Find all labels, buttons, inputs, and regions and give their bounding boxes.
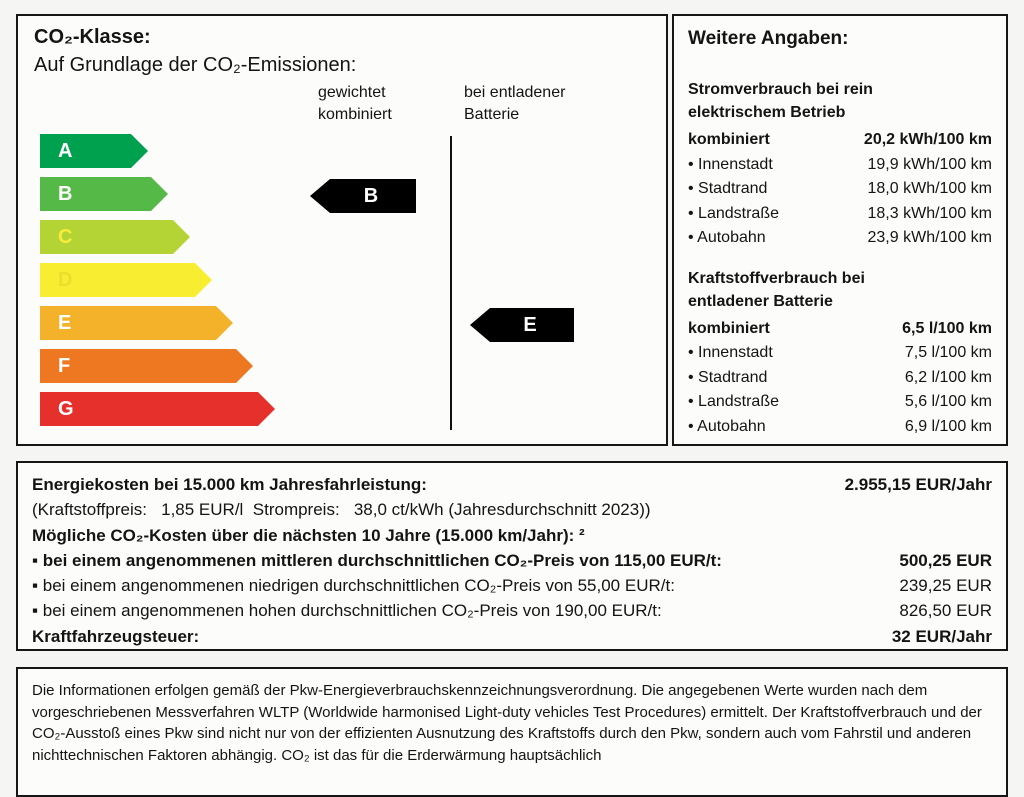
- row-value: 18,3 kWh/100 km: [867, 204, 993, 222]
- electric-row-rural: • Landstraße 18,3 kWh/100 km: [688, 202, 992, 227]
- row-value: 19,9 kWh/100 km: [867, 155, 993, 173]
- class-letter-g: G: [58, 397, 74, 420]
- fuel-consumption-heading: Kraftstoffverbrauch bei entladener Batte…: [688, 269, 865, 310]
- panel-title: CO₂-Klasse:: [34, 26, 151, 48]
- class-bar-a: A: [40, 134, 148, 168]
- row-value: 20,2 kWh/100 km: [863, 131, 992, 148]
- further-details-panel: Weitere Angaben: Stromverbrauch bei rein…: [672, 14, 1008, 446]
- energy-cost-label: Energiekosten bei 15.000 km Jahresfahrle…: [32, 475, 427, 494]
- class-bar-f: F: [40, 349, 253, 383]
- co2-cost-value: 826,50 EUR: [899, 601, 992, 621]
- class-bar-c: C: [40, 220, 190, 254]
- fuel-row-city: • Innenstadt 7,5 l/100 km: [688, 341, 992, 366]
- row-label: kombiniert: [688, 131, 770, 148]
- row-value: 6,2 l/100 km: [904, 368, 992, 386]
- weighted-rating-letter: B: [363, 184, 379, 207]
- class-letter-b: B: [58, 182, 73, 205]
- row-label: kombiniert: [688, 319, 770, 337]
- fuel-row-highway: • Autobahn 6,9 l/100 km: [688, 415, 992, 440]
- row-value: 5,6 l/100 km: [904, 393, 992, 410]
- row-value: 6,5 l/100 km: [902, 319, 992, 337]
- row-label: • Autobahn: [688, 417, 766, 435]
- details-title: Weitere Angaben:: [688, 28, 849, 49]
- battery-rating-pointer-icon: E: [470, 308, 574, 342]
- vehicle-tax-label: Kraftfahrzeugsteuer:: [32, 626, 200, 646]
- panel-subtitle: Auf Grundlage der CO₂-Emissionen:: [34, 54, 357, 76]
- co2-cost-label: ▪ bei einem angenommenen mittleren durch…: [32, 550, 722, 570]
- row-value: 6,9 l/100 km: [904, 417, 992, 435]
- footnote-text: Die Informationen erfolgen gemäß der Pkw…: [32, 682, 982, 764]
- row-label: • Stadtrand: [688, 368, 768, 386]
- electric-row-city: • Innenstadt 19,9 kWh/100 km: [688, 153, 992, 178]
- energy-costs-panel: Energiekosten bei 15.000 km Jahresfahrle…: [16, 461, 1008, 651]
- co2-cost-heading: Mögliche CO₂-Kosten über die nächsten 10…: [32, 525, 585, 545]
- fuel-row-suburban: • Stadtrand 6,2 l/100 km: [688, 366, 992, 391]
- vehicle-tax-value: 32 EUR/Jahr: [891, 626, 992, 646]
- co2-cost-value: 239,25 EUR: [899, 576, 992, 596]
- row-value: 7,5 l/100 km: [904, 344, 992, 361]
- class-bar-b: B: [40, 177, 168, 211]
- column-header-battery: bei entladener Batterie: [464, 84, 566, 123]
- electric-row-suburban: • Stadtrand 18,0 kWh/100 km: [688, 177, 992, 202]
- co2-cost-label: ▪ bei einem angenommenen niedrigen durch…: [32, 576, 675, 596]
- class-bar-d: D: [40, 263, 212, 297]
- class-letter-e: E: [58, 311, 72, 334]
- row-value: 23,9 kWh/100 km: [867, 229, 993, 246]
- battery-rating-letter: E: [523, 313, 537, 336]
- electric-combined-row: kombiniert 20,2 kWh/100 km: [688, 128, 992, 153]
- class-letter-d: D: [58, 268, 73, 291]
- class-scale: A B C D E F G: [40, 134, 275, 435]
- electric-consumption-heading: Stromverbrauch bei rein elektrischem Bet…: [688, 81, 873, 121]
- co2-cost-label: ▪ bei einem angenommenen hohen durchschn…: [32, 601, 662, 621]
- row-label: • Autobahn: [688, 229, 766, 246]
- row-label: • Stadtrand: [688, 180, 768, 197]
- fuel-combined-row: kombiniert 6,5 l/100 km: [688, 317, 992, 342]
- class-letter-f: F: [58, 354, 71, 377]
- row-value: 18,0 kWh/100 km: [867, 180, 993, 197]
- energy-cost-value: 2.955,15 EUR/Jahr: [844, 475, 992, 494]
- row-label: • Landstraße: [688, 393, 779, 410]
- vehicle-tax-row: Kraftfahrzeugsteuer: 32 EUR/Jahr: [32, 624, 992, 649]
- co2-cost-row-medium: ▪ bei einem angenommenen mittleren durch…: [32, 548, 992, 573]
- co2-class-panel: CO₂-Klasse: Auf Grundlage der CO₂-Emissi…: [16, 14, 668, 446]
- fuel-row-rural: • Landstraße 5,6 l/100 km: [688, 390, 992, 415]
- column-header-weighted: gewichtet kombiniert: [318, 84, 392, 123]
- electric-row-highway: • Autobahn 23,9 kWh/100 km: [688, 226, 992, 251]
- footnote-panel: Die Informationen erfolgen gemäß der Pkw…: [16, 667, 1008, 797]
- column-divider: [450, 136, 452, 430]
- row-label: • Innenstadt: [688, 155, 773, 173]
- co2-cost-value: 500,25 EUR: [899, 550, 992, 570]
- fuel-price-note: (Kraftstoffpreis: 1,85 EUR/l Strompreis:…: [32, 500, 651, 520]
- co2-cost-row-low: ▪ bei einem angenommenen niedrigen durch…: [32, 573, 992, 598]
- energy-cost-row: Energiekosten bei 15.000 km Jahresfahrle…: [32, 472, 992, 497]
- class-letter-c: C: [58, 225, 73, 248]
- class-letter-a: A: [58, 139, 73, 162]
- class-bar-e: E: [40, 306, 233, 340]
- row-label: • Landstraße: [688, 204, 779, 222]
- row-label: • Innenstadt: [688, 344, 773, 361]
- co2-cost-row-high: ▪ bei einem angenommenen hohen durchschn…: [32, 598, 992, 623]
- weighted-rating-pointer-icon: B: [310, 179, 416, 213]
- class-bar-g: G: [40, 392, 275, 426]
